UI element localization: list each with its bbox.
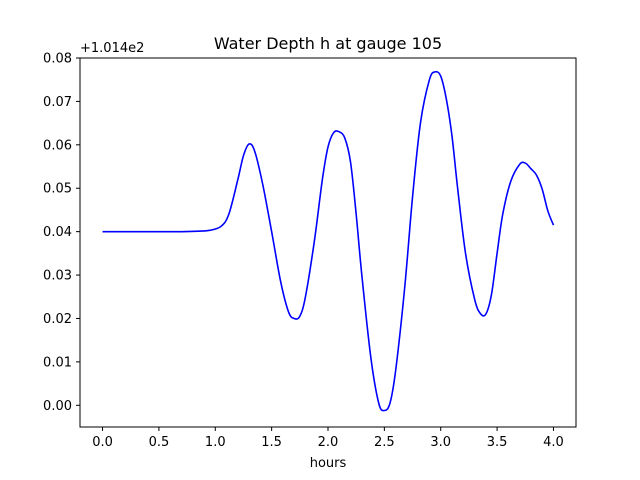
y-tick-label: 0.00 bbox=[43, 399, 72, 414]
y-tick-label: 0.01 bbox=[43, 355, 72, 370]
x-tick-label: 3.5 bbox=[487, 435, 508, 450]
x-tick-label: 0.5 bbox=[149, 435, 170, 450]
y-tick-label: 0.07 bbox=[43, 95, 72, 110]
y-tick-label: 0.04 bbox=[43, 225, 72, 240]
x-tick-label: 2.0 bbox=[318, 435, 339, 450]
y-ticks: 0.00 0.01 0.02 0.03 0.04 0.05 0.06 0.07 0.08 bbox=[43, 52, 80, 414]
chart-title: Water Depth h at gauge 105 bbox=[214, 34, 442, 53]
x-tick-label: 3.0 bbox=[430, 435, 451, 450]
y-tick-label: 0.03 bbox=[43, 269, 72, 284]
x-tick-label: 2.5 bbox=[374, 435, 395, 450]
series-layer bbox=[102, 70, 555, 412]
series-line-0 bbox=[102, 70, 555, 412]
x-tick-label: 4.0 bbox=[543, 435, 564, 450]
x-ticks: 0.0 0.5 1.0 1.5 2.0 2.5 3.0 3.5 4.0 bbox=[92, 427, 564, 450]
x-axis-label: hours bbox=[310, 456, 347, 471]
y-tick-label: 0.05 bbox=[43, 182, 72, 197]
x-tick-label: 0.0 bbox=[92, 435, 113, 450]
y-tick-label: 0.08 bbox=[43, 52, 72, 67]
y-tick-label: 0.02 bbox=[43, 312, 72, 327]
x-tick-label: 1.5 bbox=[261, 435, 282, 450]
plot-area bbox=[80, 58, 576, 427]
y-tick-label: 0.06 bbox=[43, 138, 72, 153]
y-offset-text: +1.014e2 bbox=[80, 41, 144, 56]
x-tick-label: 1.0 bbox=[205, 435, 226, 450]
